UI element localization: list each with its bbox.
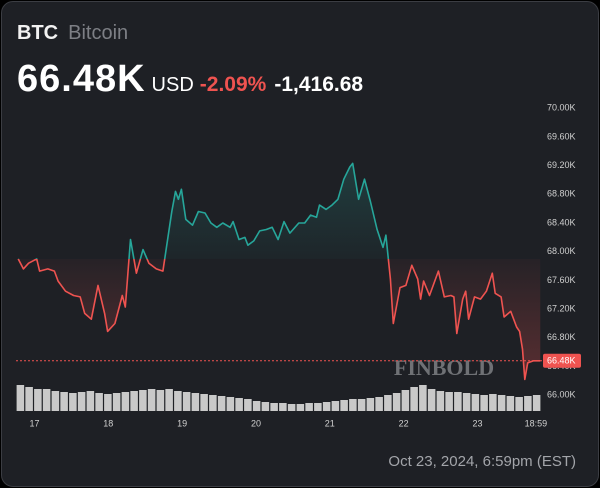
change: -1,416.68 <box>274 73 364 96</box>
volume-bar <box>95 393 103 411</box>
volume-bar <box>305 403 313 411</box>
y-tick-label: 67.20K <box>547 303 576 313</box>
volume-bar <box>165 389 173 411</box>
volume-bar <box>25 387 33 411</box>
volume-bar <box>121 392 130 411</box>
y-tick-label: 66.80K <box>547 332 576 342</box>
volume-bar <box>226 397 235 411</box>
volume-bar <box>471 394 480 411</box>
area <box>18 163 541 380</box>
volume-bar <box>200 394 208 411</box>
volume-bar <box>366 398 375 411</box>
change-percent: -2.09% <box>199 73 267 96</box>
volume-bar <box>419 385 427 411</box>
volume-bar <box>410 387 418 411</box>
volume-bar <box>287 404 296 411</box>
x-tick-label: 20 <box>251 418 261 428</box>
volume-bar <box>357 399 366 411</box>
y-tick-label: 68.40K <box>547 217 576 227</box>
watermark: FINBOLD <box>394 355 494 380</box>
x-tick-label: 23 <box>472 418 482 428</box>
volume-bar <box>139 390 147 411</box>
volume-bar <box>156 390 165 411</box>
volume-bar <box>515 397 523 411</box>
x-tick-label: 22 <box>399 418 409 428</box>
volume-bar <box>279 403 287 411</box>
volume-bar <box>436 391 445 411</box>
volume-bar <box>261 402 270 411</box>
volume-bar <box>524 396 532 411</box>
volume-bar <box>331 401 340 411</box>
volume-bar <box>322 402 331 411</box>
volume-bar <box>34 389 42 411</box>
y-tick-label: 70.00K <box>547 103 576 113</box>
y-tick-label: 66.00K <box>547 390 576 400</box>
volume-bar <box>270 403 278 411</box>
volume-bar <box>16 385 25 411</box>
volume-bar <box>77 392 86 411</box>
volume-bar <box>506 396 515 411</box>
volume-bar <box>191 393 200 411</box>
price: 66.48K <box>17 58 146 100</box>
volume-bar <box>51 391 60 411</box>
x-tick-label: 18:59 <box>525 418 548 428</box>
last-price-tag <box>543 353 581 368</box>
y-tick-label: 69.20K <box>547 160 576 170</box>
volume-bar <box>42 389 51 411</box>
volume-bar <box>252 401 261 411</box>
volume-bar <box>69 393 77 411</box>
volume-bar <box>497 395 506 411</box>
x-tick-label: 18 <box>103 418 113 428</box>
volume-bar <box>384 395 392 411</box>
symbol: BTC <box>17 22 59 44</box>
volume-bar <box>314 403 322 411</box>
volume-bar <box>86 391 95 411</box>
volume-bar <box>147 389 156 411</box>
volume-bar <box>392 393 401 411</box>
volume-bar <box>296 404 305 411</box>
volume-bar <box>209 395 217 411</box>
y-tick-label: 68.00K <box>547 246 576 256</box>
volume-bar <box>480 395 488 411</box>
asset-name: Bitcoin <box>68 22 129 44</box>
volume-bar <box>454 392 462 411</box>
volume-bar <box>244 399 252 411</box>
volume-bar <box>217 396 226 411</box>
volume-bar <box>60 392 68 411</box>
volume-bar <box>174 391 182 411</box>
volume-bar <box>489 394 497 411</box>
volume-bar <box>445 392 453 411</box>
y-tick-label: 69.60K <box>547 131 576 141</box>
last-price-label: 66.48K <box>547 356 576 366</box>
volume-bar <box>462 393 471 411</box>
price-row: 66.48K USD -2.09% -1,416.68 <box>17 58 363 101</box>
volume-bar <box>112 393 121 411</box>
timestamp: Oct 23, 2024, 6:59pm (EST) <box>388 453 576 470</box>
volume-bar <box>401 390 410 411</box>
x-tick-label: 17 <box>29 418 39 428</box>
volume-bar <box>427 389 436 411</box>
y-tick-label: 67.60K <box>547 275 576 285</box>
volume-bar <box>235 398 243 411</box>
volume-bar <box>104 394 112 411</box>
y-tick-label: 68.80K <box>547 189 576 199</box>
volume-bar <box>182 392 191 411</box>
x-tick-label: 19 <box>177 418 187 428</box>
x-tick-label: 21 <box>325 418 335 428</box>
volume-bar <box>375 397 383 411</box>
currency: USD <box>151 74 194 96</box>
price-line <box>17 162 541 381</box>
volume-bar <box>532 395 541 411</box>
volume-bar <box>130 391 138 411</box>
header-row: BTC Bitcoin <box>17 22 128 45</box>
volume-bar <box>349 399 357 411</box>
volume-bar <box>340 400 348 411</box>
